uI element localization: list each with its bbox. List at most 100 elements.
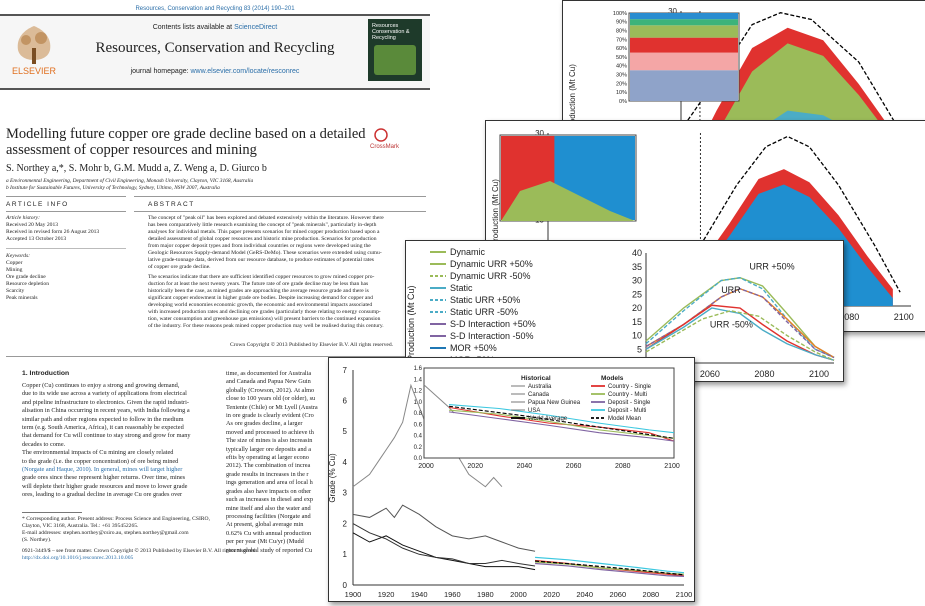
affiliation-b: b Institute for Sustainable Futures, Uni…: [6, 185, 220, 191]
affiliation-a: a Environmental Engineering, Department …: [6, 178, 254, 184]
chart4-inset-x-tick: 2100: [664, 463, 680, 470]
journal-citation-line: Resources, Conservation and Recycling 83…: [135, 6, 295, 12]
right-col-line: grade results in increases in the r: [226, 470, 309, 478]
chart4-legend-label: USA: [528, 408, 540, 414]
keywords-list: Keywords: Copper Mining Ore grade declin…: [6, 253, 132, 302]
intro-line: ores, leading to a gradual decline in av…: [22, 491, 183, 499]
chart4-legend-label: Deposit - Single: [608, 400, 651, 406]
chart4-inset-y-tick: 1.2: [414, 389, 423, 395]
chart-4-svg: 0 1 2 3 4 5 6 7 1900 1920 1940 1960 1980 2000 2020 2040…: [328, 366, 692, 599]
right-col-line: The size of mines is also increasin: [226, 437, 313, 445]
right-col-line: At present, global average min: [226, 521, 304, 529]
article-info-heading: ARTICLE INFO: [6, 201, 69, 208]
chart1-inset-y-tick: 0%: [619, 99, 627, 105]
chart4-inset-x-tick: 2060: [566, 463, 582, 470]
intro-line: term (e.g. South America, Africa), it ca…: [22, 424, 184, 432]
chart3-y-tick: 30: [632, 276, 642, 286]
chart1-inset-band: [630, 19, 738, 26]
chart4-inset-x-tick: 2040: [517, 463, 533, 470]
chart4-y-tick: 2: [343, 519, 348, 528]
right-col-line: mine itself and also the water and: [226, 504, 311, 512]
chart3-y-tick: 5: [637, 344, 642, 354]
chart1-inset-band: [630, 52, 738, 71]
sciencedirect-link[interactable]: ScienceDirect: [234, 24, 278, 31]
elsevier-logo: ELSEVIER: [6, 20, 62, 76]
abstract-line: detailed assessment of global copper res…: [148, 236, 377, 242]
chart1-inset-y-tick: 70%: [616, 37, 627, 43]
chart3-y-tick: 40: [632, 248, 642, 258]
chart1-inset-y-tick: 80%: [616, 29, 627, 35]
chart4-model-line: [535, 562, 685, 577]
contents-line: Contents lists available at ScienceDirec…: [70, 24, 360, 31]
chart4-inset-mean-line: [448, 405, 675, 439]
history-line: Received 20 May 2013: [6, 222, 59, 228]
chart4-historical-line: [352, 532, 536, 571]
chart3-series-line: [645, 310, 835, 361]
intro-line: Copper (Cu) continues to enjoy a strong …: [22, 382, 180, 389]
abstract-line: of copper ore grade decline.: [148, 264, 211, 270]
right-col-line: efits by operating at larger econo: [226, 454, 309, 462]
chart4-inset-y-tick: 1.0: [414, 400, 423, 406]
chart4-inset-y-tick: 0.0: [414, 456, 423, 462]
chart4-x-tick: 2080: [643, 590, 660, 599]
chart4-x-tick: 2040: [576, 590, 593, 599]
abstract-line: developing world economies economic grow…: [148, 302, 373, 308]
chart4-model-mean-line: [535, 560, 685, 576]
author-list: S. Northey a,*, S. Mohr b, G.M. Mudd a, …: [6, 163, 267, 174]
journal-banner: [0, 14, 430, 90]
abstract-line: tion, water consumption and greenhouse g…: [148, 316, 381, 322]
chart3-x-tick: 2060: [700, 369, 720, 379]
chart4-legend-header: Historical: [521, 375, 551, 382]
doi-block: 0921-3449/$ – see front matter. Crown Co…: [22, 548, 322, 562]
chart3-legend-label: Static URR +50%: [450, 295, 520, 305]
chart4-inset-x-tick: 2020: [467, 463, 483, 470]
chart2-x-tick: 2080: [839, 312, 859, 322]
footnote: * Corresponding author. Present address:…: [22, 516, 222, 544]
right-col-line: globally (Crowson, 2012). At almo: [226, 386, 315, 394]
rule-right-2: [134, 211, 426, 212]
chart4-legend-label: Country - Single: [608, 384, 652, 390]
intro-line: due to its wide use across a variety of …: [22, 390, 187, 398]
doi-link[interactable]: http://dx.doi.org/10.1016/j.resconrec.20…: [22, 555, 134, 561]
chart4-legend-label: Country - Multi: [608, 392, 647, 398]
chart4-y-tick: 1: [343, 550, 348, 559]
right-col-line: ings generation and area of local h: [226, 479, 313, 487]
chart1-inset-y-tick: 10%: [616, 90, 627, 96]
intro-line: decades to come.: [22, 440, 66, 448]
right-col-line: in ore grade is clearly evident (Cro: [226, 412, 314, 420]
chart3-x-tick: 2100: [809, 369, 829, 379]
chart4-x-tick: 2020: [543, 590, 560, 599]
keyword-line: Keywords:: [6, 253, 31, 259]
article-title-line-1: Modelling future copper ore grade declin…: [6, 126, 366, 142]
right-col-line: such as increases in diesel and exp: [226, 496, 314, 504]
right-col-line: 2012). The combination of increa: [226, 462, 311, 470]
chart1-inset-y-tick: 90%: [616, 20, 627, 26]
chart4-legend-label: Model Mean: [608, 416, 641, 422]
chart4-y-tick: 0: [343, 581, 348, 590]
intro-line: to the grade (i.e. the copper concentrat…: [22, 457, 179, 465]
chart4-x-tick: 1940: [411, 590, 428, 599]
crossmark-badge[interactable]: CrossMark: [370, 128, 399, 150]
chart3-legend-label: MOR +50%: [450, 343, 497, 353]
chart4-legend-label: Deposit - Multi: [608, 408, 646, 414]
chart4-y-tick: 5: [343, 427, 348, 436]
chart1-inset-y-tick: 20%: [616, 81, 627, 87]
chart3-ylabel: Production (Mt Cu): [406, 285, 416, 361]
footnote-line: Clayton, VIC 3168, Australia. Tel.: +61 …: [22, 523, 139, 529]
chart3-legend-label: Static URR -50%: [450, 307, 518, 317]
intro-line: alisation in China occurring in recent y…: [22, 407, 190, 415]
chart2-x-tick: 2100: [894, 312, 914, 322]
abstract-line: historically been the case, as mined gra…: [148, 288, 369, 294]
chart2-ylabel: d Production (Mt Cu): [491, 179, 500, 253]
chart2-total-line: [699, 135, 901, 293]
chart4-inset-model-line: [448, 409, 675, 439]
chart4-inset-model-line: [448, 411, 675, 442]
homepage-link[interactable]: www.elsevier.com/locate/resconrec: [190, 68, 300, 75]
right-col-line: close to 100 years old (or older), su: [226, 395, 316, 403]
chart3-legend-label: Dynamic: [450, 247, 486, 257]
paper-page: Resources, Conservation and Recycling 83…: [0, 0, 430, 600]
chart1-inset-band: [630, 13, 738, 20]
right-col-line: grades also have impacts on other: [226, 487, 312, 495]
chart4-legend-header: Models: [601, 375, 624, 382]
affiliations: a Environmental Engineering, Department …: [6, 178, 426, 192]
